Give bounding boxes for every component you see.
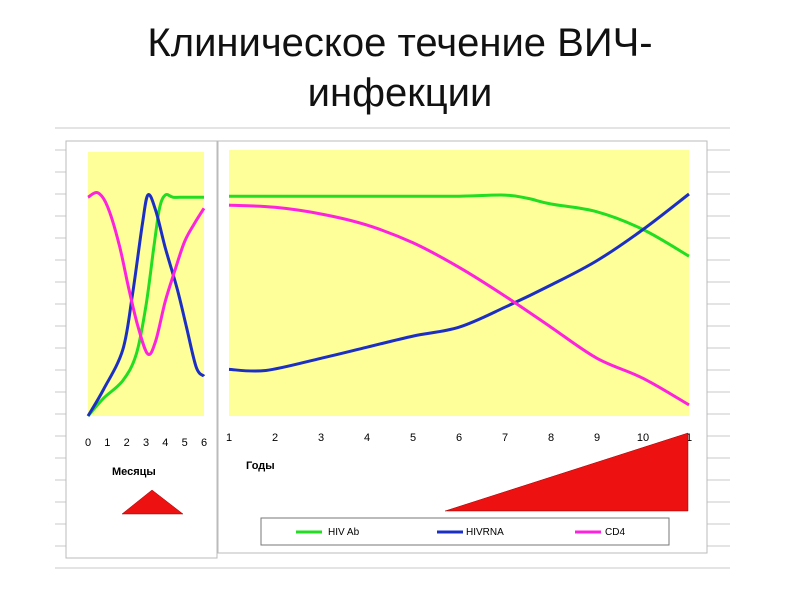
right-triangle-marker xyxy=(444,432,689,512)
x-tick-label: 10 xyxy=(637,432,649,444)
x-tick-label: 0 xyxy=(85,437,91,449)
series-line-cd4 xyxy=(87,191,206,357)
x-tick-label: 2 xyxy=(124,437,130,449)
legend: HIV Ab HIVRNA CD4 xyxy=(260,517,670,546)
right-plot-area xyxy=(229,150,689,416)
x-tick-label: 1 xyxy=(104,437,110,449)
x-tick-label: 1 xyxy=(226,432,232,444)
legend-hivrna-label: HIVRNA xyxy=(466,527,504,538)
left-chart-series xyxy=(86,191,206,418)
left-plot-area xyxy=(88,152,204,416)
title-line-2: инфекции xyxy=(307,71,493,115)
x-tick-label: 3 xyxy=(318,432,324,444)
x-tick-label: 7 xyxy=(502,432,508,444)
left-x-axis-label: Месяцы xyxy=(112,466,156,478)
right-x-axis-label: Годы xyxy=(246,460,275,472)
right-x-ticks: 1 2 3 4 5 6 7 8 9 10 1 xyxy=(226,432,692,444)
series-line-hiv-ab xyxy=(86,193,204,418)
left-x-ticks: 0 1 2 3 4 5 6 xyxy=(85,437,207,449)
left-triangle-marker xyxy=(121,489,184,515)
x-tick-label: 3 xyxy=(143,437,149,449)
x-tick-label: 2 xyxy=(272,432,278,444)
x-tick-label: 4 xyxy=(162,437,168,449)
series-line-cd4 xyxy=(228,203,690,407)
series-line-hivrna xyxy=(228,192,690,373)
series-line-hivrna xyxy=(86,193,206,417)
legend-cd4-label: CD4 xyxy=(605,527,625,538)
title-line-1: Клиническое течение ВИЧ- xyxy=(147,21,653,65)
legend-hiv-ab-label: HIV Ab xyxy=(328,527,360,538)
x-tick-label: 4 xyxy=(364,432,370,444)
x-tick-label: 5 xyxy=(182,437,188,449)
x-tick-label: 5 xyxy=(410,432,416,444)
x-tick-label: 9 xyxy=(594,432,600,444)
x-tick-label: 6 xyxy=(456,432,462,444)
page-title: Клиническое течение ВИЧ- инфекции xyxy=(0,18,800,118)
x-tick-label: 1 xyxy=(686,432,692,444)
series-line-hiv-ab xyxy=(229,193,690,258)
x-tick-label: 8 xyxy=(548,432,554,444)
x-tick-label: 6 xyxy=(201,437,207,449)
right-chart-series xyxy=(228,192,690,407)
